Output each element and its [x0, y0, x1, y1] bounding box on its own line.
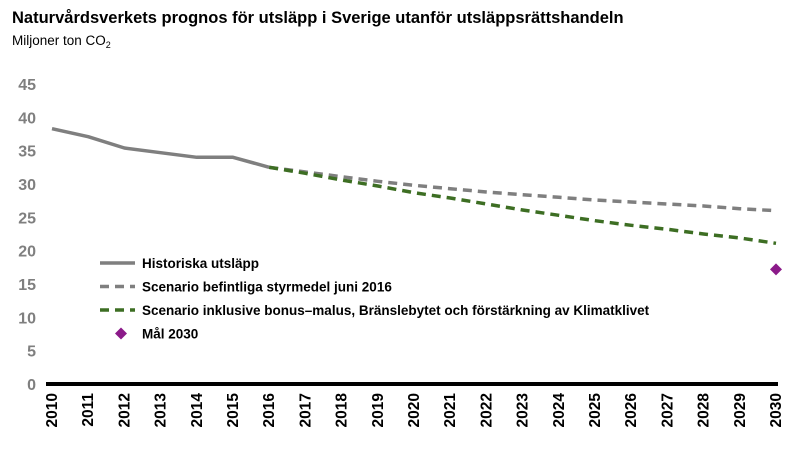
- y-axis-unit-text: Miljoner ton CO: [12, 33, 106, 48]
- x-tick-label-2011: 2011: [80, 393, 97, 427]
- x-tick-label-2017: 2017: [297, 393, 314, 427]
- y-tick-label-15: 15: [18, 277, 36, 294]
- legend-item-4-swatch: [115, 327, 127, 340]
- chart-title: Naturvårdsverkets prognos för utsläpp i …: [12, 9, 624, 27]
- x-tick-label-2026: 2026: [623, 393, 640, 428]
- legend-item-4-label: Mål 2030: [142, 327, 198, 342]
- x-tick-label-2012: 2012: [116, 393, 133, 427]
- series-3-line: [268, 165, 777, 246]
- y-tick-label-45: 45: [18, 77, 36, 94]
- x-tick-label-2018: 2018: [334, 393, 351, 428]
- y-tick-label-5: 5: [27, 344, 36, 361]
- x-tick-label-2023: 2023: [515, 393, 532, 428]
- x-tick-label-2013: 2013: [153, 393, 170, 428]
- x-tick-label-2014: 2014: [189, 393, 206, 428]
- x-tick-label-2015: 2015: [225, 393, 242, 428]
- series-2-line: [268, 165, 777, 213]
- legend-item-2-label: Scenario befintliga styrmedel juni 2016: [142, 280, 392, 295]
- y-axis-ticks: 0 5 10 15 20 25 30 35 40 45: [18, 77, 36, 394]
- x-tick-label-2025: 2025: [587, 393, 604, 428]
- y-axis-unit-subscript: 2: [105, 40, 111, 50]
- x-tick-label-2030: 2030: [768, 393, 785, 427]
- x-tick-label-2027: 2027: [659, 393, 676, 427]
- legend: Historiska utsläpp Scenario befintliga st…: [100, 256, 650, 342]
- x-tick-label-2028: 2028: [696, 393, 713, 428]
- x-axis-ticks: 2010 2011 2012 2013 2014 2015 2016 2017 2018 2019…: [44, 393, 785, 428]
- x-tick-label-2016: 2016: [261, 393, 278, 428]
- y-tick-label-40: 40: [18, 110, 36, 127]
- x-tick-label-2020: 2020: [406, 393, 423, 427]
- y-axis-unit-label: Miljoner ton CO2: [12, 33, 111, 50]
- y-tick-label-0: 0: [27, 377, 36, 394]
- y-tick-label-25: 25: [18, 210, 36, 227]
- x-tick-label-2024: 2024: [551, 393, 568, 428]
- x-tick-label-2010: 2010: [44, 393, 61, 427]
- legend-item-3-label: Scenario inklusive bonus–malus, Bränsleb…: [142, 303, 650, 318]
- series-1-line: [51, 126, 270, 169]
- x-tick-label-2021: 2021: [442, 393, 459, 428]
- series-4-marker-0: [770, 263, 782, 276]
- y-tick-label-10: 10: [18, 310, 36, 327]
- x-tick-label-2029: 2029: [732, 393, 749, 428]
- series-layer: [51, 126, 782, 276]
- y-tick-label-35: 35: [18, 144, 36, 161]
- y-tick-label-20: 20: [18, 244, 36, 261]
- x-tick-label-2022: 2022: [478, 393, 495, 427]
- legend-item-1-label: Historiska utsläpp: [142, 256, 259, 271]
- y-tick-label-30: 30: [18, 177, 36, 194]
- x-tick-label-2019: 2019: [370, 393, 387, 428]
